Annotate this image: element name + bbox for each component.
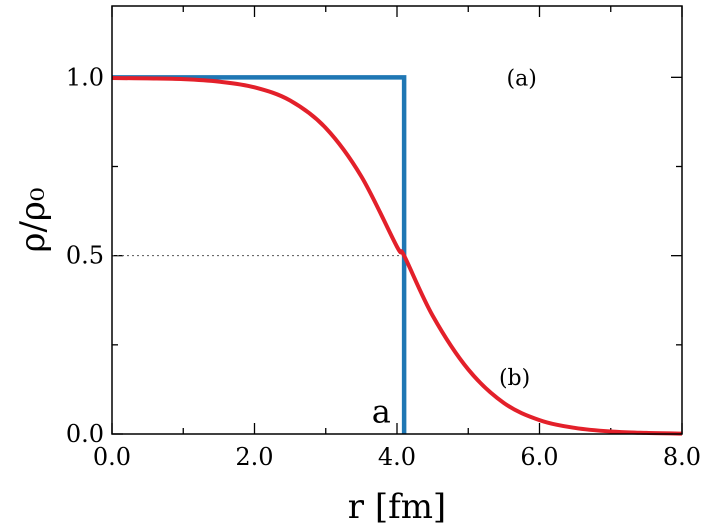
annotation-b: (b): [499, 366, 530, 391]
y-tick-label: 0.0: [66, 420, 104, 448]
x-tick-label: 6.0: [520, 443, 558, 471]
plot-frame: [111, 5, 683, 435]
y-tick-label: 0.5: [66, 242, 104, 270]
annotation-a: (a): [507, 66, 537, 91]
x-tick-labels: 0.0 2.0 4.0 6.0 8.0: [93, 443, 701, 471]
x-tick-label: 0.0: [93, 443, 131, 471]
x-tick-label: 2.0: [235, 443, 273, 471]
x-tick-label: 4.0: [378, 443, 416, 471]
x-tick-label: 8.0: [663, 443, 701, 471]
axis-ticks: [111, 6, 683, 435]
y-tick-labels: 0.0 0.5 1.0: [66, 63, 104, 448]
y-tick-label: 1.0: [66, 63, 104, 91]
series-sharp-step-line: [112, 75, 407, 434]
annotation-radius-a: a: [372, 393, 391, 431]
y-axis-label: ρ/ρ₀: [13, 187, 53, 252]
series-woods-saxon-curve: [111, 76, 683, 436]
x-axis-label: r [fm]: [348, 487, 446, 527]
